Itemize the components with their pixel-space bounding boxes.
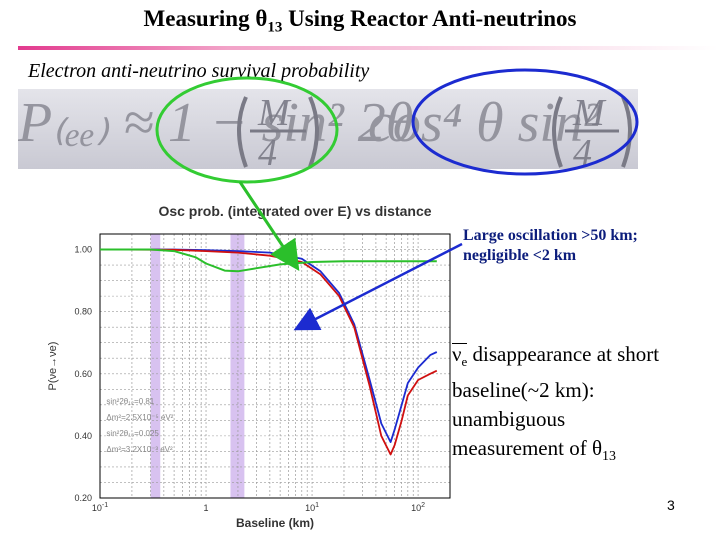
plot-title: Osc prob. (integrated over E) vs distanc… (158, 203, 431, 219)
y-axis-label: P(νe→νe) (47, 342, 59, 391)
title-theta: θ (255, 6, 268, 31)
x-tick-label: 10-1 (92, 502, 108, 513)
shaded-band-2 (230, 234, 245, 498)
title-underline (18, 46, 718, 50)
y-tick-label: 0.20 (74, 493, 92, 503)
x-tick-label: 102 (411, 502, 425, 513)
series-line-2 (99, 248, 438, 456)
y-tick-label: 0.60 (74, 369, 92, 379)
note-line-4: measurement of θ13 (452, 436, 617, 465)
oscillation-plot: Osc prob. (integrated over E) vs distanc… (47, 203, 451, 530)
y-tick-label: 1.00 (74, 245, 92, 255)
title-theta-subscript: 13 (267, 19, 283, 36)
slide-title: Measuring θ13 Using Reactor Anti-neutrin… (0, 6, 720, 37)
disappearance-note: νe disappearance at short baseline(~2 km… (452, 340, 659, 471)
title-suffix: Using Reactor Anti-neutrinos (282, 6, 577, 31)
legend-entry: sin²2θ₁₂=0.81 (106, 397, 154, 406)
x-tick-label: 1 (204, 503, 209, 513)
formula-numerator-1: M (257, 92, 292, 134)
x-axis-label: Baseline (km) (236, 516, 314, 530)
note-line-3: unambiguous (452, 407, 566, 432)
svg-text:P₍ₑₑ₎ ≈ 1 − sin² 2θ: P₍ₑₑ₎ ≈ 1 − sin² 2θ (18, 92, 413, 154)
note-line-1: νe disappearance at short (452, 340, 659, 376)
y-tick-label: 0.40 (74, 431, 92, 441)
x-tick-label: 101 (305, 502, 319, 513)
legend-entry: Δm²=3.2X10⁻³ eV² (106, 445, 173, 454)
shaded-band-1 (150, 234, 161, 498)
survival-probability-formula: P₍ₑₑ₎ ≈ 1 − sin² 2θ cos⁴ θ sin² M 4 M 4 (18, 89, 638, 169)
antineutrino-symbol: νe (452, 340, 468, 376)
svg-text:cos⁴ θ sin²: cos⁴ θ sin² (368, 92, 601, 154)
formula-denominator-1: 4 (258, 132, 277, 169)
y-tick-label: 0.80 (74, 307, 92, 317)
legend-entry: sin²2θ₁₃=0.025 (106, 429, 159, 438)
slide-subtitle: Electron anti-neutrino survival probabil… (28, 60, 370, 82)
formula-denominator-2: 4 (573, 132, 592, 169)
page-number: 3 (667, 497, 675, 513)
note-line-2: baseline(~2 km): (452, 378, 595, 403)
large-oscillation-line-2: negligible <2 km (463, 247, 577, 264)
title-prefix: Measuring (143, 6, 256, 31)
large-oscillation-line-1: Large oscillation >50 km; (463, 227, 638, 244)
formula-numerator-2: M (572, 92, 607, 134)
series-line-1 (100, 248, 438, 443)
legend-entry: Δm²=2.5X10⁻⁵ eV² (106, 413, 173, 422)
large-oscillation-note: Large oscillation >50 km; negligible <2 … (463, 226, 638, 266)
